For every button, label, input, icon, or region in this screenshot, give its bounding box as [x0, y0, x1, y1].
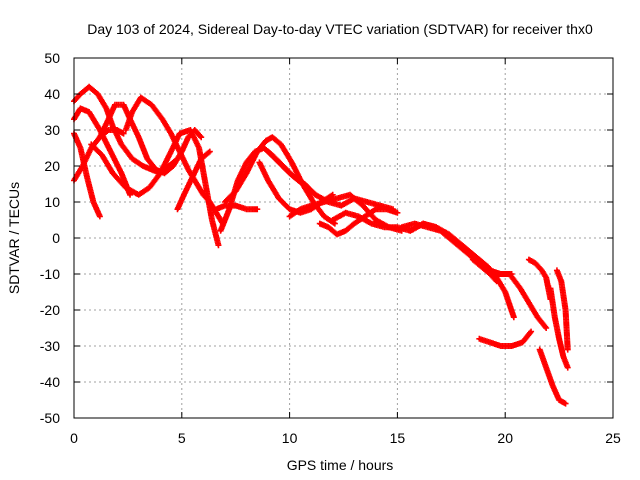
y-tick-label: 10 [44, 194, 60, 210]
y-tick-label: -10 [40, 266, 60, 282]
series-track-23 [536, 346, 569, 407]
data-point [528, 328, 535, 335]
data-point [120, 130, 127, 137]
data-point [527, 329, 534, 336]
y-tick-label: 50 [44, 50, 60, 66]
series-track-20 [493, 271, 550, 331]
y-tick-label: 20 [44, 158, 60, 174]
data-point [543, 325, 550, 331]
series-track-10 [213, 202, 261, 213]
data-point [206, 148, 213, 155]
y-tick-label: 30 [44, 122, 60, 138]
data-point [215, 242, 222, 249]
data-point [96, 213, 103, 220]
x-axis-label: GPS time / hours [287, 457, 394, 473]
x-tick-label: 10 [282, 430, 298, 446]
ticks: 0 5 10 15 20 25 -50 -40 -30 -20 -10 0 10 20 30 40 50 [40, 50, 621, 446]
y-tick-label: -30 [40, 338, 60, 354]
y-tick-label: 40 [44, 86, 60, 102]
y-axis-label: SDTVAR / TECUs [6, 182, 22, 294]
data-point [510, 314, 517, 321]
data-point [564, 364, 571, 371]
series-track-19 [469, 256, 500, 285]
x-tick-label: 20 [497, 430, 513, 446]
data-point [394, 209, 401, 216]
data-point [254, 206, 261, 213]
x-tick-label: 25 [605, 430, 621, 446]
grid [74, 58, 613, 418]
data-point [198, 134, 205, 141]
series-track-18 [407, 220, 517, 321]
data-point [562, 400, 569, 407]
x-tick-label: 15 [390, 430, 406, 446]
series-track-24 [547, 285, 571, 371]
y-tick-label: -20 [40, 302, 60, 318]
y-tick-label: -50 [40, 410, 60, 426]
series-track-5 [96, 101, 205, 177]
y-tick-label: -40 [40, 374, 60, 390]
data-point [493, 278, 500, 285]
chart-title: Day 103 of 2024, Sidereal Day-to-day VTE… [87, 21, 593, 37]
series-track-14 [316, 206, 401, 238]
x-tick-label: 5 [178, 430, 186, 446]
series-track-25 [553, 267, 571, 353]
y-tick-label: 0 [52, 230, 60, 246]
series-track-21 [476, 328, 535, 349]
x-tick-label: 0 [70, 430, 78, 446]
series-track-8 [174, 148, 213, 213]
data-point [564, 346, 571, 353]
data-points [71, 83, 571, 407]
